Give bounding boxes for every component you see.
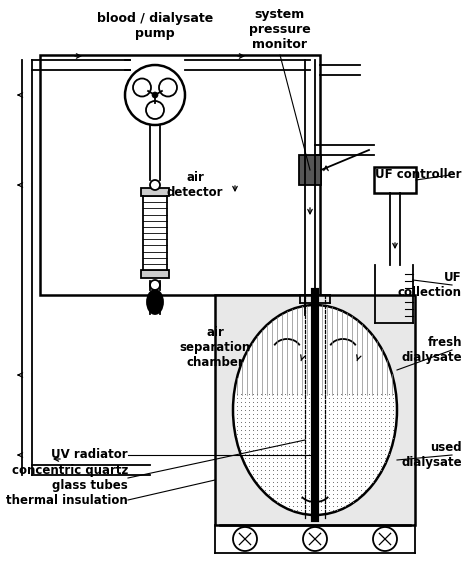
Text: UF controller: UF controller — [375, 168, 462, 181]
Text: used
dialysate: used dialysate — [401, 441, 462, 469]
Ellipse shape — [233, 305, 397, 515]
Text: UV radiator: UV radiator — [51, 449, 128, 462]
Text: thermal insulation: thermal insulation — [6, 493, 128, 506]
Circle shape — [125, 65, 185, 125]
Circle shape — [133, 79, 151, 97]
Circle shape — [146, 101, 164, 119]
Bar — [40, 55, 320, 295]
Circle shape — [159, 79, 177, 97]
Text: concentric quartz
glass tubes: concentric quartz glass tubes — [12, 464, 128, 492]
Circle shape — [373, 527, 397, 551]
Circle shape — [150, 280, 160, 290]
Circle shape — [303, 527, 327, 551]
Circle shape — [233, 527, 257, 551]
Text: UF
collection: UF collection — [398, 271, 462, 299]
Bar — [141, 270, 169, 278]
Text: fresh
dialysate: fresh dialysate — [401, 336, 462, 364]
Bar — [374, 167, 416, 193]
Bar — [215, 295, 415, 525]
Circle shape — [150, 180, 160, 190]
Text: air
detector: air detector — [167, 171, 223, 199]
Text: system
pressure
monitor: system pressure monitor — [249, 8, 311, 51]
Bar — [299, 155, 321, 185]
Text: air
separation
chamber: air separation chamber — [179, 327, 251, 370]
Circle shape — [152, 92, 158, 98]
Bar — [141, 188, 169, 196]
Text: blood / dialysate
pump: blood / dialysate pump — [97, 12, 213, 40]
Ellipse shape — [147, 290, 163, 314]
